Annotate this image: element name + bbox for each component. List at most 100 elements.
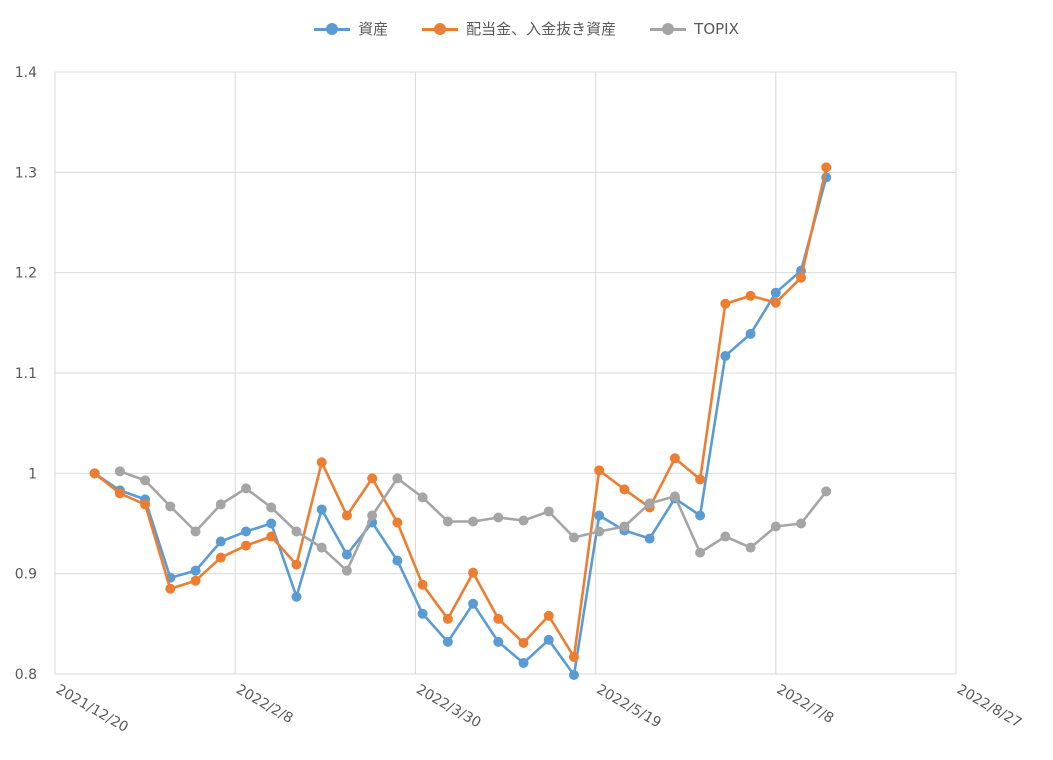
data-point-series-1 [442, 636, 453, 647]
data-point-series-1 [745, 328, 756, 339]
data-point-series-2 [291, 559, 302, 570]
x-tick-label: 2022/5/19 [594, 682, 664, 732]
data-point-series-3 [543, 506, 554, 517]
data-point-series-2 [669, 453, 680, 464]
data-point-series-2 [215, 552, 226, 563]
data-point-series-2 [165, 583, 176, 594]
data-point-series-3 [165, 501, 176, 512]
data-point-series-3 [316, 542, 327, 553]
data-point-series-3 [770, 521, 781, 532]
data-point-series-3 [745, 542, 756, 553]
x-tick-label: 2022/2/8 [233, 682, 295, 727]
data-point-series-3 [442, 516, 453, 527]
legend-label: TOPIX [694, 19, 739, 38]
y-tick-label: 0.8 [15, 667, 37, 683]
legend-swatch-icon [314, 22, 351, 35]
y-tick-label: 1.4 [15, 65, 37, 81]
data-point-series-2 [745, 290, 756, 301]
data-point-series-3 [669, 491, 680, 502]
data-point-series-1 [594, 510, 605, 521]
series-line-1 [93, 177, 828, 677]
data-point-series-1 [417, 608, 428, 619]
x-tick-label: 2022/3/30 [413, 682, 483, 732]
legend-item-2: 配当金、入金抜き資産 [422, 18, 616, 39]
data-point-series-1 [695, 510, 706, 521]
data-point-series-1 [215, 536, 226, 547]
y-tick-label: 1.2 [15, 266, 37, 282]
data-point-series-1 [568, 670, 579, 681]
data-point-series-1 [770, 287, 781, 298]
data-point-series-1 [543, 634, 554, 645]
data-point-series-1 [190, 565, 201, 576]
data-point-series-1 [644, 533, 655, 544]
y-tick-label: 1 [28, 466, 37, 482]
data-point-series-3 [341, 565, 352, 576]
data-point-series-3 [140, 475, 151, 486]
x-tick-label: 2022/8/27 [954, 682, 1024, 732]
data-point-series-3 [695, 547, 706, 558]
data-point-series-3 [291, 526, 302, 537]
data-point-series-2 [770, 297, 781, 308]
data-point-series-3 [468, 516, 479, 527]
data-point-series-3 [594, 526, 605, 537]
data-point-series-3 [619, 521, 630, 532]
data-point-series-2 [594, 465, 605, 476]
legend-item-1: 資産 [314, 18, 388, 39]
data-point-series-2 [568, 651, 579, 662]
data-point-series-2 [392, 517, 403, 528]
y-tick-label: 0.9 [15, 567, 37, 583]
data-point-series-2 [266, 531, 277, 542]
data-point-series-3 [392, 473, 403, 484]
data-point-series-1 [493, 636, 504, 647]
data-point-series-2 [367, 473, 378, 484]
data-point-series-3 [720, 531, 731, 542]
legend-label: 資産 [358, 20, 389, 38]
data-point-series-3 [493, 512, 504, 523]
data-point-series-2 [89, 468, 100, 479]
data-point-series-3 [190, 526, 201, 537]
data-point-series-1 [241, 526, 252, 537]
data-point-series-2 [619, 484, 630, 495]
data-point-series-1 [720, 350, 731, 361]
data-point-series-2 [796, 272, 807, 283]
data-point-series-3 [114, 466, 125, 477]
data-point-series-2 [518, 637, 529, 648]
data-point-series-3 [266, 502, 277, 513]
data-point-series-2 [241, 540, 252, 551]
data-point-series-1 [518, 657, 529, 668]
x-tick-label: 2021/12/20 [53, 682, 131, 736]
data-point-series-2 [341, 510, 352, 521]
data-point-series-1 [341, 549, 352, 560]
data-point-series-2 [720, 298, 731, 309]
data-point-series-3 [568, 532, 579, 543]
data-point-series-3 [518, 515, 529, 526]
data-point-series-3 [821, 486, 832, 497]
data-point-series-3 [367, 510, 378, 521]
data-point-series-2 [695, 474, 706, 485]
data-point-series-2 [417, 579, 428, 590]
data-point-series-1 [266, 518, 277, 529]
data-point-series-1 [291, 591, 302, 602]
data-point-series-1 [392, 555, 403, 566]
data-point-series-3 [215, 499, 226, 510]
data-point-series-2 [543, 610, 554, 621]
data-point-series-2 [316, 457, 327, 468]
data-point-series-2 [821, 162, 832, 173]
data-point-series-2 [468, 567, 479, 578]
data-point-series-3 [644, 498, 655, 509]
data-point-series-1 [316, 504, 327, 515]
y-tick-label: 1.3 [15, 165, 37, 181]
legend-swatch-icon [650, 22, 687, 35]
data-point-series-3 [241, 483, 252, 494]
data-point-series-1 [468, 598, 479, 609]
data-point-series-3 [796, 518, 807, 529]
data-point-series-3 [417, 492, 428, 503]
data-point-series-2 [190, 575, 201, 586]
x-tick-label: 2022/7/8 [774, 682, 836, 727]
series-line-2 [93, 167, 828, 659]
data-point-series-2 [140, 499, 151, 510]
data-point-series-2 [114, 488, 125, 499]
data-point-series-2 [442, 613, 453, 624]
